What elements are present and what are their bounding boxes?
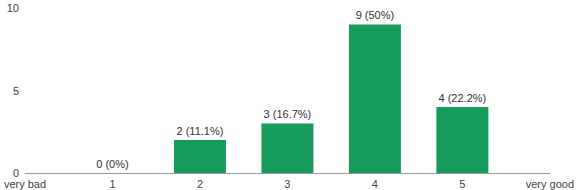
svg-text:4 (22.2%): 4 (22.2%) bbox=[439, 92, 487, 104]
svg-text:3: 3 bbox=[284, 178, 290, 190]
svg-text:2 (11.1%): 2 (11.1%) bbox=[177, 125, 224, 137]
svg-text:2: 2 bbox=[197, 178, 203, 190]
svg-text:5: 5 bbox=[459, 178, 465, 190]
svg-text:10: 10 bbox=[7, 2, 19, 14]
svg-text:0 (0%): 0 (0%) bbox=[96, 158, 128, 170]
svg-text:very bad: very bad bbox=[4, 178, 46, 190]
svg-text:0: 0 bbox=[12, 167, 19, 179]
svg-text:4: 4 bbox=[372, 178, 378, 190]
svg-text:very good: very good bbox=[526, 178, 574, 190]
svg-text:9 (50%): 9 (50%) bbox=[356, 9, 395, 21]
svg-text:3 (16.7%): 3 (16.7%) bbox=[264, 108, 312, 120]
svg-text:5: 5 bbox=[13, 85, 19, 97]
svg-text:1: 1 bbox=[109, 178, 115, 190]
